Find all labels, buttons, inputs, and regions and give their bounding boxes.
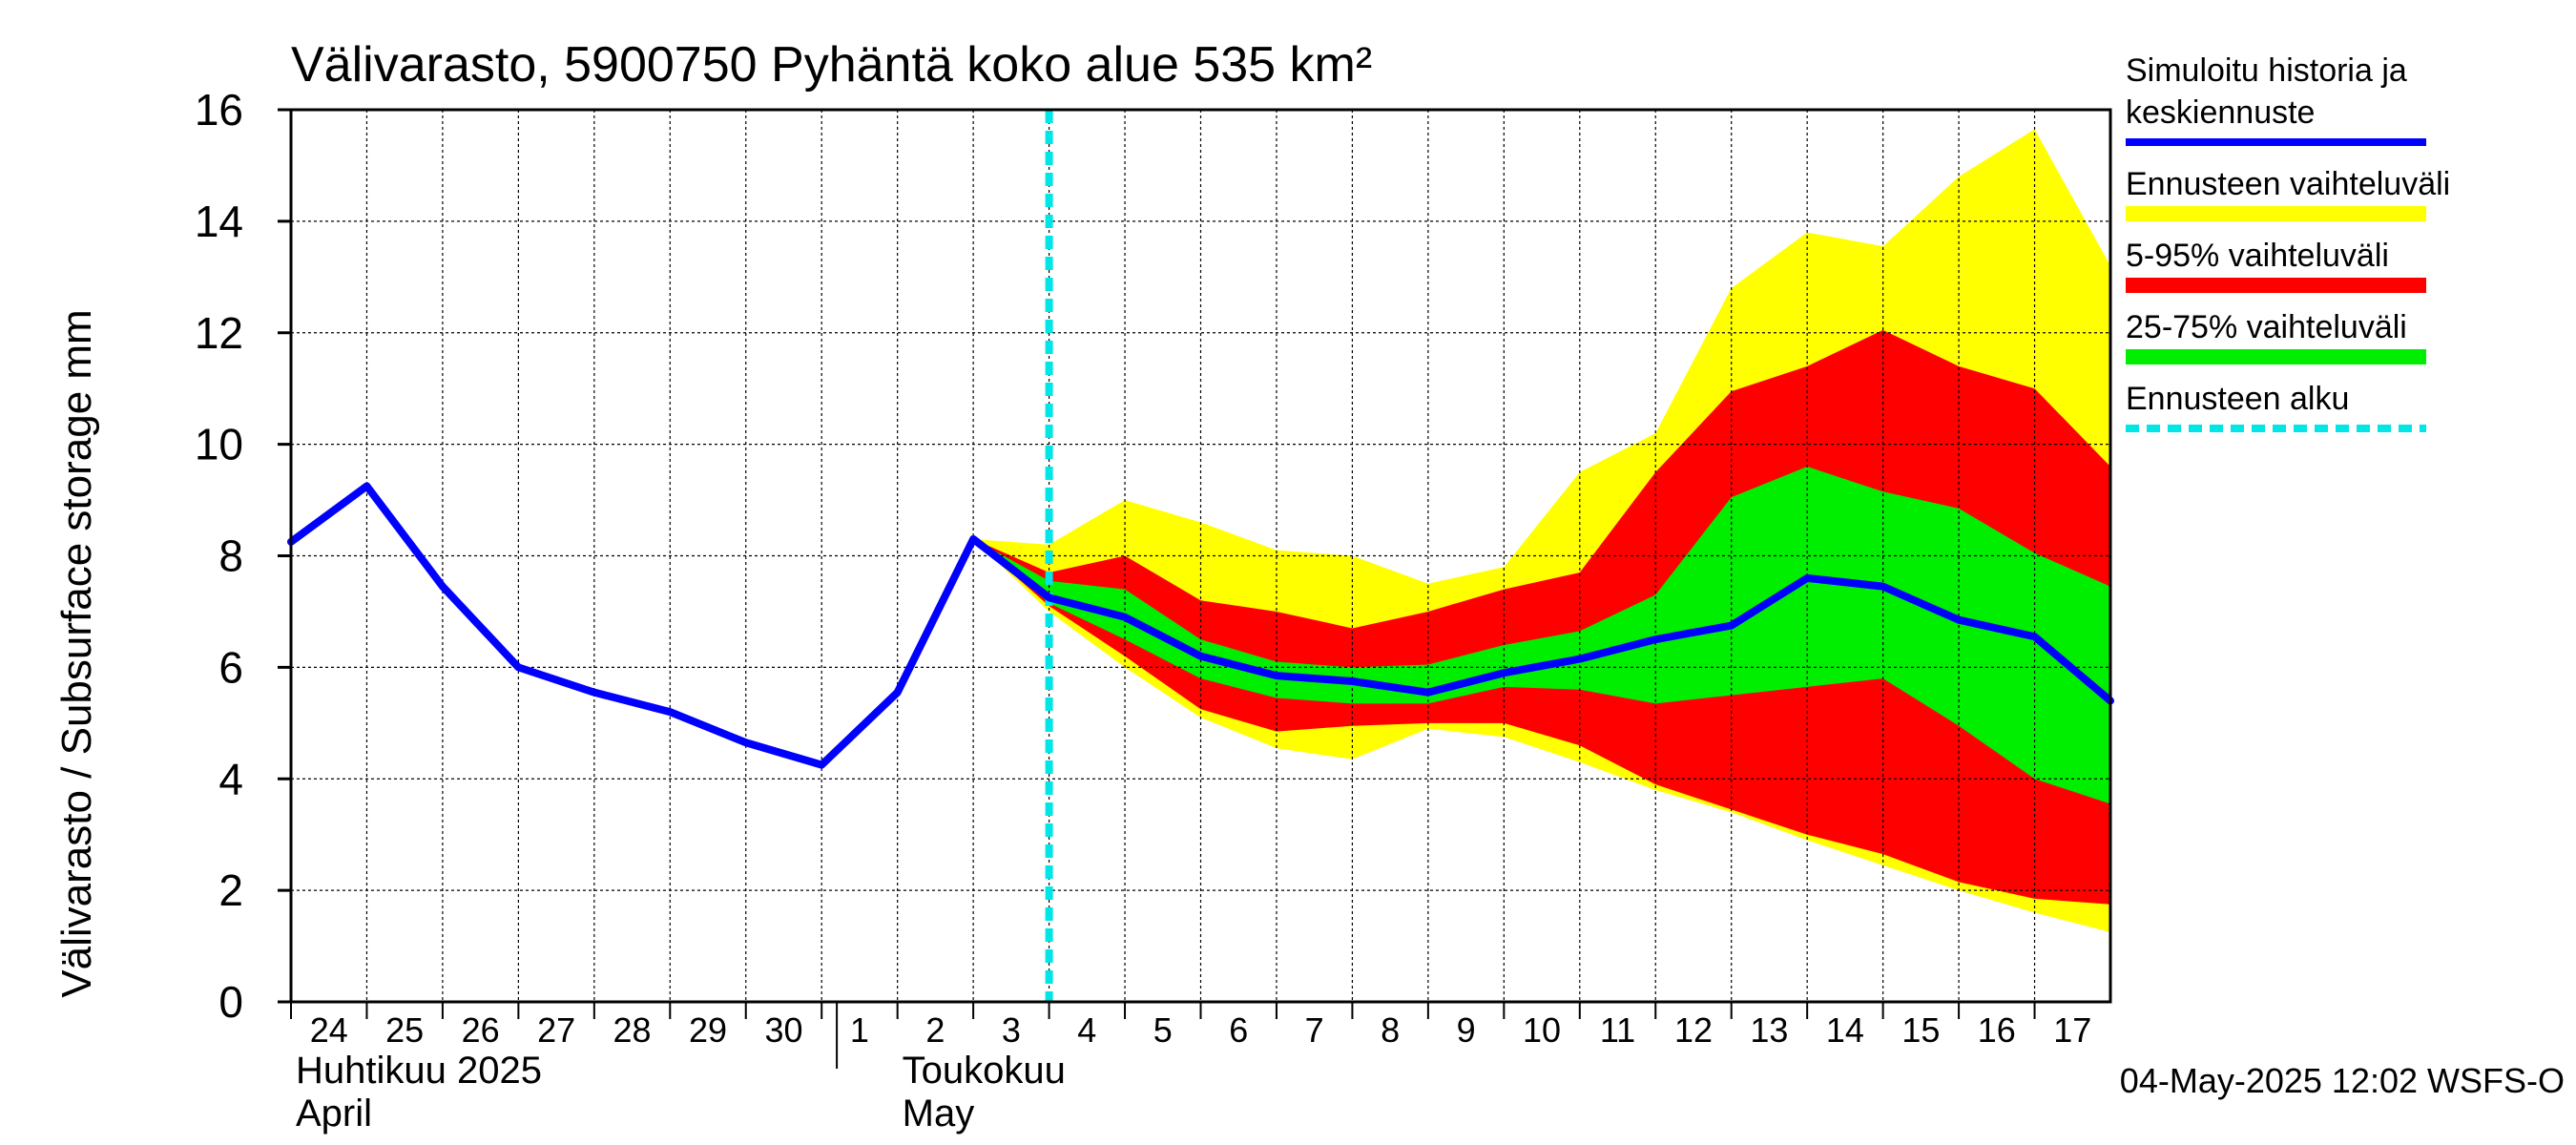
legend-swatch-band	[2126, 206, 2426, 221]
x-tick-label: 13	[1750, 1010, 1788, 1050]
y-axis-label: Välivarasto / Subsurface storage mm	[53, 309, 100, 997]
x-tick-label: 14	[1826, 1010, 1864, 1050]
x-tick-label: 28	[613, 1010, 652, 1050]
legend: Simuloitu historia ja keskiennuste Ennuste…	[2126, 52, 2450, 432]
y-tick-label: 0	[218, 977, 243, 1027]
x-tick-label: 6	[1229, 1010, 1248, 1050]
legend-label: 25-75% vaihteluväli	[2126, 309, 2407, 345]
x-tick-label: 27	[537, 1010, 575, 1050]
x-tick-label: 17	[2053, 1010, 2091, 1050]
x-tick-label: 12	[1674, 1010, 1713, 1050]
x-tick-label: 2	[925, 1010, 945, 1050]
y-tick-label: 16	[195, 85, 243, 135]
legend-label: 5-95% vaihteluväli	[2126, 238, 2389, 274]
forecast-bands	[973, 129, 2110, 932]
legend-label: Ennusteen alku	[2126, 381, 2349, 417]
x-tick-label: 25	[385, 1010, 424, 1050]
chart-title: Välivarasto, 5900750 Pyhäntä koko alue 5…	[291, 37, 1372, 93]
x-tick-label: 9	[1457, 1010, 1476, 1050]
x-tick-label: 16	[1978, 1010, 2016, 1050]
month-label-fi: Toukokuu	[903, 1050, 1066, 1092]
band-25-75-vaihteluv-li	[973, 467, 2110, 804]
x-tick-label: 26	[462, 1010, 500, 1050]
x-tick-label: 7	[1305, 1010, 1324, 1050]
y-tick-label: 12	[195, 308, 243, 358]
x-tick-label: 3	[1002, 1010, 1021, 1050]
x-tick-label: 10	[1523, 1010, 1561, 1050]
y-tick-label: 8	[218, 531, 243, 581]
y-tick-label: 6	[218, 642, 243, 692]
legend-swatch-band	[2126, 278, 2426, 293]
y-tick-label: 10	[195, 420, 243, 469]
x-tick-label: 30	[764, 1010, 802, 1050]
y-tick-label: 4	[218, 754, 243, 803]
x-tick-label: 29	[689, 1010, 727, 1050]
month-label-fi: Huhtikuu 2025	[296, 1050, 542, 1092]
month-label-en: May	[903, 1093, 975, 1135]
legend-label: Simuloitu historia ja	[2126, 52, 2407, 89]
y-tick-label: 14	[195, 197, 243, 246]
x-tick-label: 1	[850, 1010, 869, 1050]
series-line-median	[287, 482, 2114, 769]
month-label-en: April	[296, 1093, 372, 1135]
x-tick-label: 15	[1901, 1010, 1940, 1050]
x-tick-label: 5	[1153, 1010, 1173, 1050]
x-tick-label: 8	[1381, 1010, 1400, 1050]
y-tick-label: 2	[218, 865, 243, 915]
x-tick-label: 11	[1600, 1010, 1635, 1050]
series-lines	[287, 110, 2114, 1002]
x-tick-label: 24	[310, 1010, 348, 1050]
legend-swatch-band	[2126, 349, 2426, 364]
legend-label: keskiennuste	[2126, 94, 2315, 131]
timestamp-footer: 04-May-2025 12:02 WSFS-O	[2120, 1061, 2565, 1100]
legend-label: Ennusteen vaihteluväli	[2126, 166, 2450, 202]
x-tick-label: 4	[1077, 1010, 1096, 1050]
